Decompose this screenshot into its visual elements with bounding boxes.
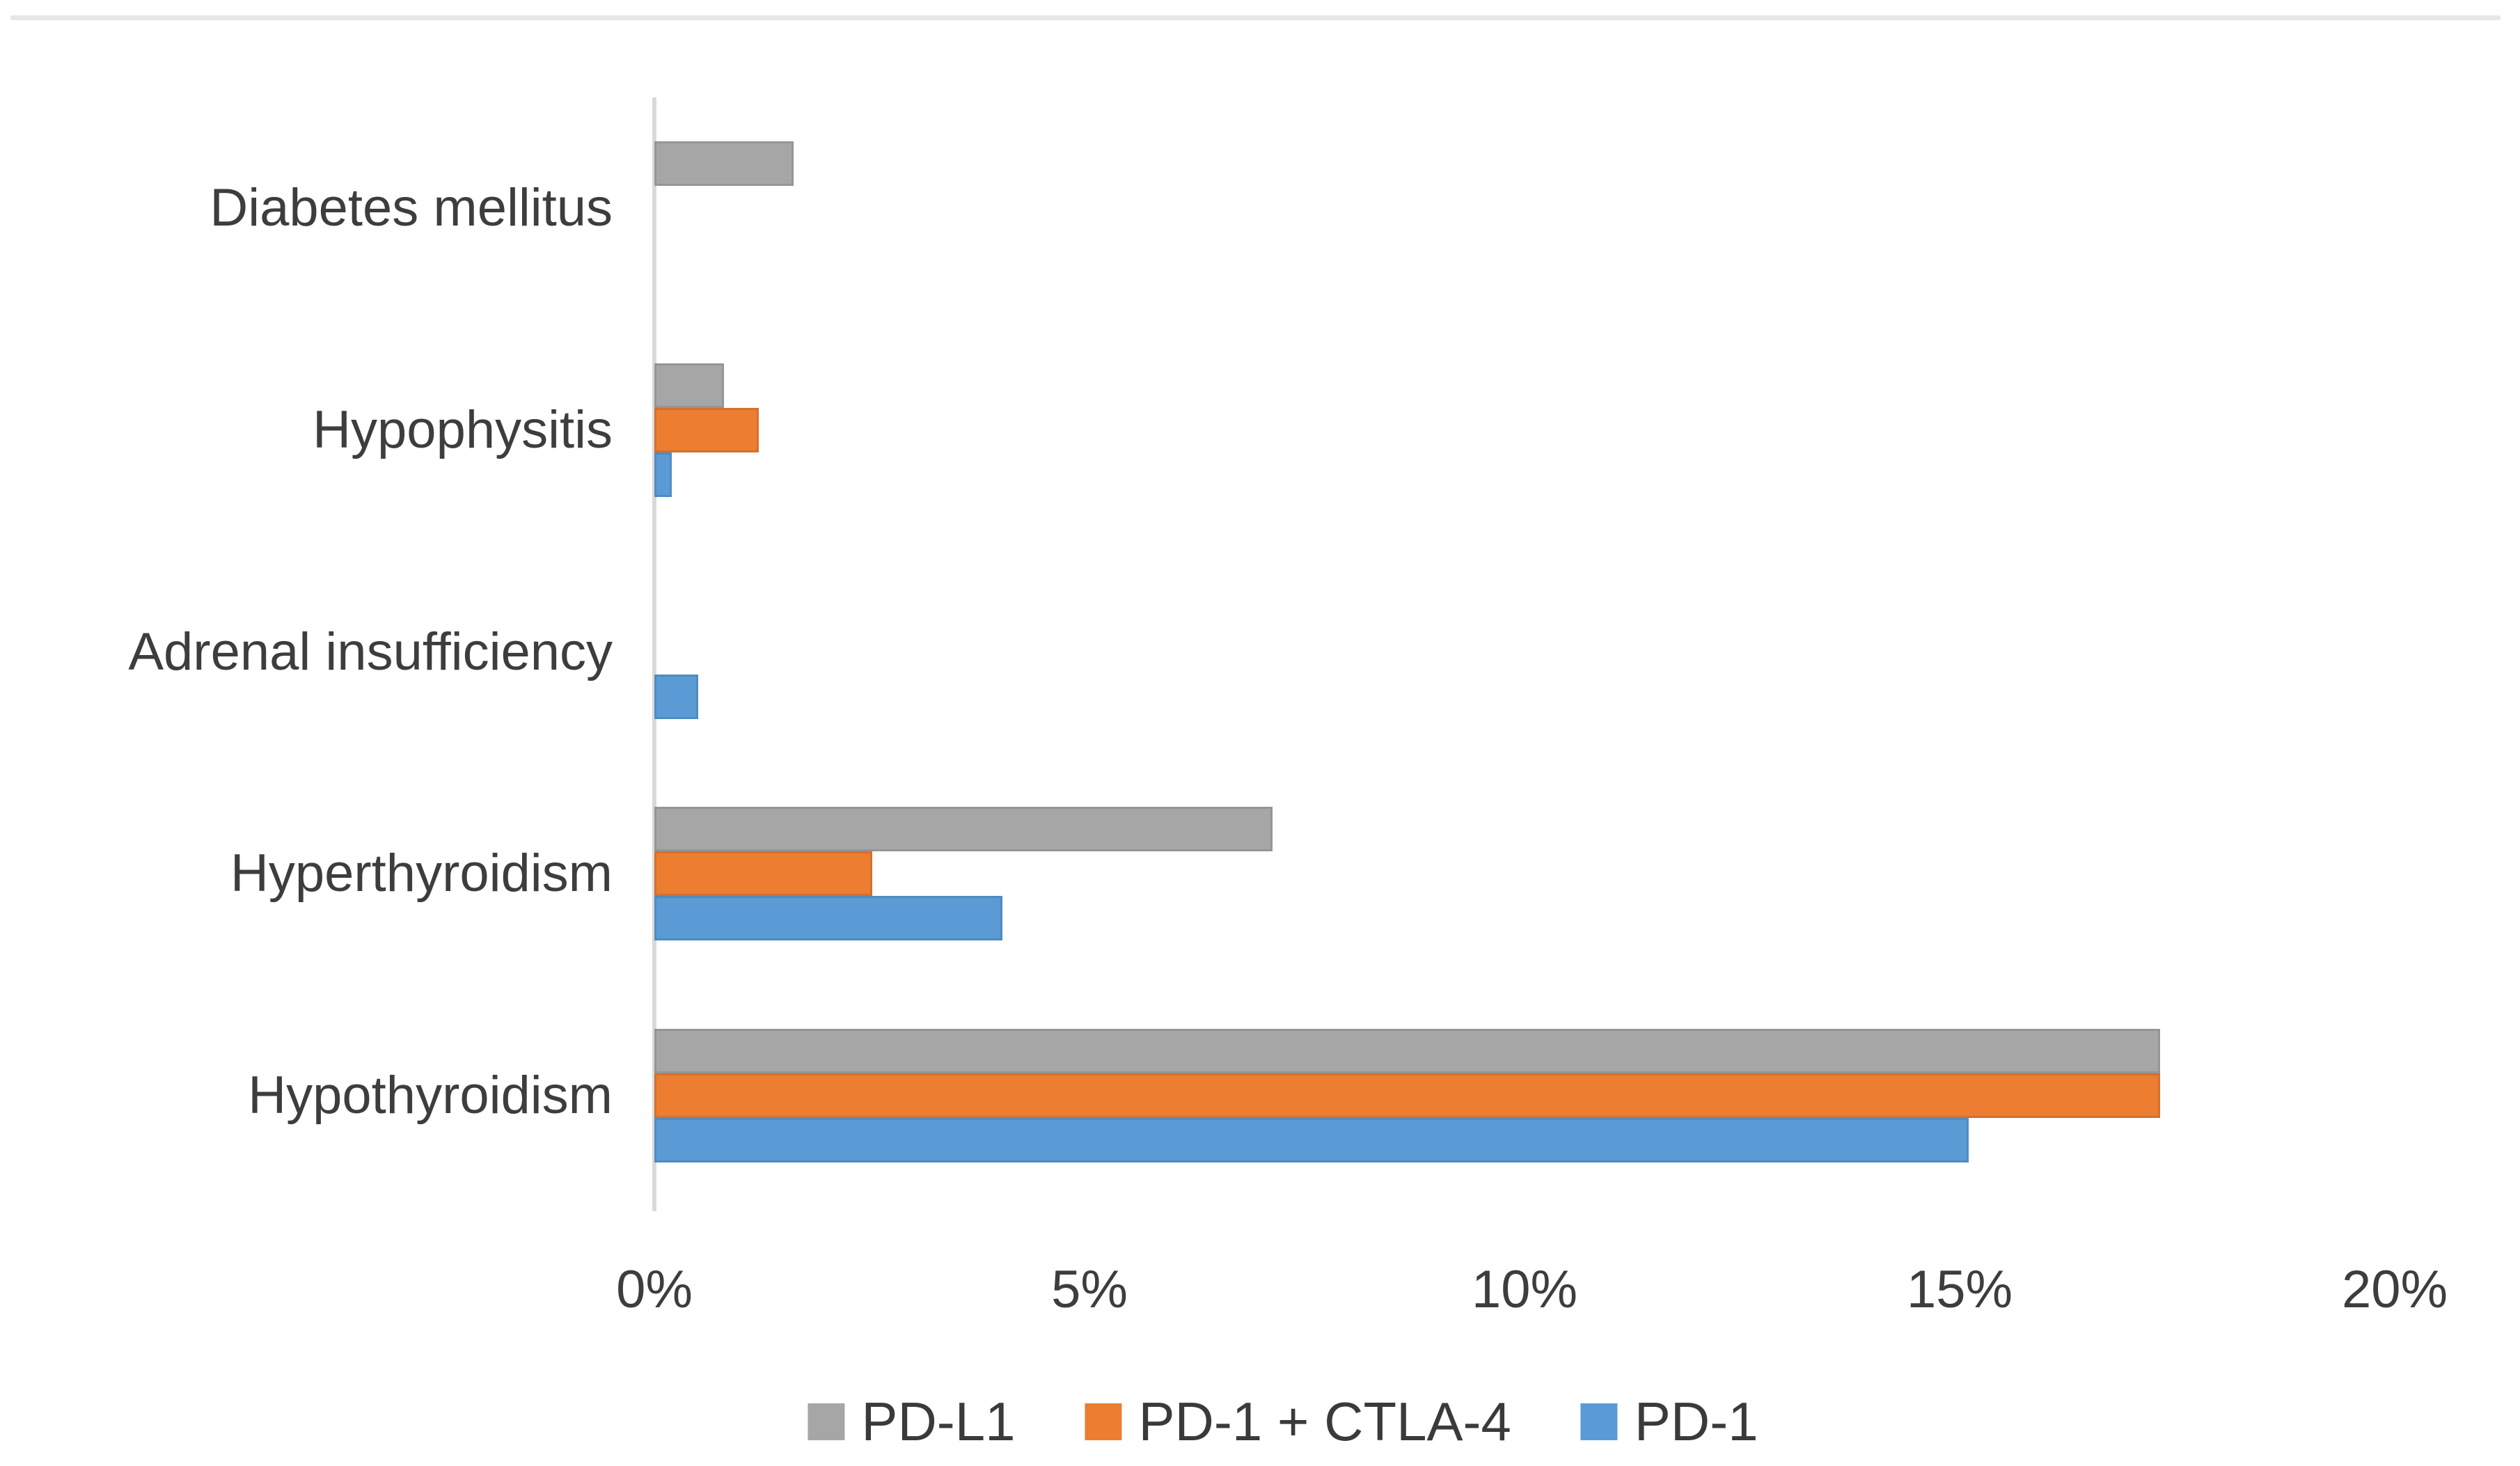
category-label-hypothyroidism: Hypothyroidism: [248, 1065, 613, 1125]
bar-pd-l1-diabetes-mellitus: [654, 141, 794, 187]
legend-item-pd-1-ctla-4: PD-1 + CTLA-4: [1085, 1390, 1511, 1453]
legend-item-pd-1: PD-1: [1580, 1390, 1758, 1453]
legend-label-pd-l1: PD-L1: [861, 1391, 1016, 1452]
legend: PD-L1 PD-1 + CTLA-4 PD-1: [808, 1390, 1758, 1453]
category-label-adrenal-insufficiency: Adrenal insufficiency: [128, 622, 613, 681]
legend-label-pd-1-ctla-4: PD-1 + CTLA-4: [1138, 1391, 1511, 1452]
x-tick-0: 0%: [616, 1260, 693, 1319]
x-tick-5: 5%: [1051, 1260, 1128, 1319]
category-label-hyperthyroidism: Hyperthyroidism: [230, 844, 613, 904]
top-divider-line: [10, 15, 2501, 20]
legend-item-pd-l1: PD-L1: [808, 1390, 1016, 1453]
bar-pd-1-hyperthyroidism: [654, 896, 1002, 941]
bar-pd-l1-hypothyroidism: [654, 1028, 2160, 1073]
bar-pd-1-hypophysitis: [654, 452, 672, 497]
y-axis-line: [652, 97, 656, 1211]
bar-pd-1-adrenal-insufficiency: [654, 674, 698, 719]
bar-pd-l1-hyperthyroidism: [654, 807, 1273, 852]
bar-pd-1-ctla-4-hypothyroidism: [654, 1073, 2160, 1118]
category-label-hypophysitis: Hypophysitis: [313, 400, 613, 459]
bar-pd-l1-hypophysitis: [654, 363, 724, 408]
category-label-diabetes-mellitus: Diabetes mellitus: [210, 178, 613, 238]
bar-pd-1-ctla-4-hypophysitis: [654, 407, 759, 452]
legend-swatch-pd-l1-icon: [808, 1403, 845, 1440]
bar-pd-1-hypothyroidism: [654, 1117, 1969, 1162]
legend-swatch-pd-1-icon: [1580, 1403, 1618, 1440]
x-tick-20: 20%: [2341, 1260, 2448, 1319]
x-tick-15: 15%: [1906, 1260, 2013, 1319]
bar-pd-1-ctla-4-hyperthyroidism: [654, 851, 872, 897]
legend-label-pd-1: PD-1: [1634, 1391, 1758, 1452]
legend-swatch-pd-1-ctla-4-icon: [1085, 1403, 1122, 1440]
x-tick-10: 10%: [1471, 1260, 1578, 1319]
